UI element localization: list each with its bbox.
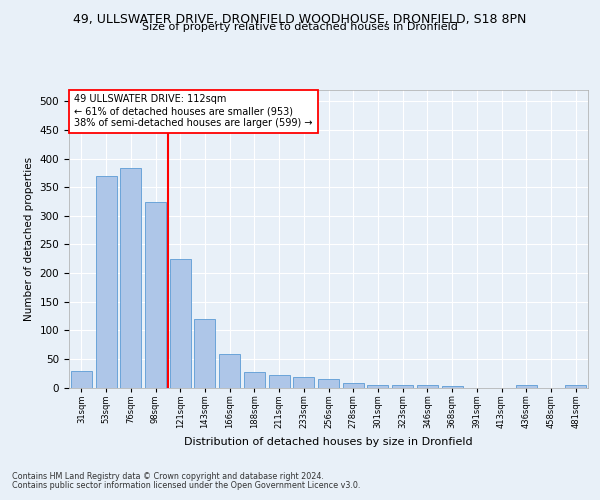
- Bar: [170, 259, 191, 388]
- Bar: [318, 380, 339, 388]
- Bar: [516, 385, 537, 388]
- Bar: [71, 372, 92, 388]
- Bar: [417, 385, 438, 388]
- Bar: [95, 176, 116, 388]
- Text: 49 ULLSWATER DRIVE: 112sqm
← 61% of detached houses are smaller (953)
38% of sem: 49 ULLSWATER DRIVE: 112sqm ← 61% of deta…: [74, 94, 313, 128]
- Bar: [565, 384, 586, 388]
- Text: 49, ULLSWATER DRIVE, DRONFIELD WOODHOUSE, DRONFIELD, S18 8PN: 49, ULLSWATER DRIVE, DRONFIELD WOODHOUSE…: [73, 12, 527, 26]
- Y-axis label: Number of detached properties: Number of detached properties: [24, 156, 34, 321]
- Bar: [367, 384, 388, 388]
- Bar: [442, 386, 463, 388]
- Bar: [269, 375, 290, 388]
- Text: Contains HM Land Registry data © Crown copyright and database right 2024.: Contains HM Land Registry data © Crown c…: [12, 472, 324, 481]
- Bar: [392, 384, 413, 388]
- Bar: [194, 319, 215, 388]
- Bar: [343, 384, 364, 388]
- Bar: [244, 372, 265, 388]
- Bar: [120, 168, 141, 388]
- Text: Size of property relative to detached houses in Dronfield: Size of property relative to detached ho…: [142, 22, 458, 32]
- Bar: [145, 202, 166, 388]
- Text: Contains public sector information licensed under the Open Government Licence v3: Contains public sector information licen…: [12, 481, 361, 490]
- Bar: [219, 354, 240, 388]
- Bar: [293, 377, 314, 388]
- X-axis label: Distribution of detached houses by size in Dronfield: Distribution of detached houses by size …: [184, 437, 473, 447]
